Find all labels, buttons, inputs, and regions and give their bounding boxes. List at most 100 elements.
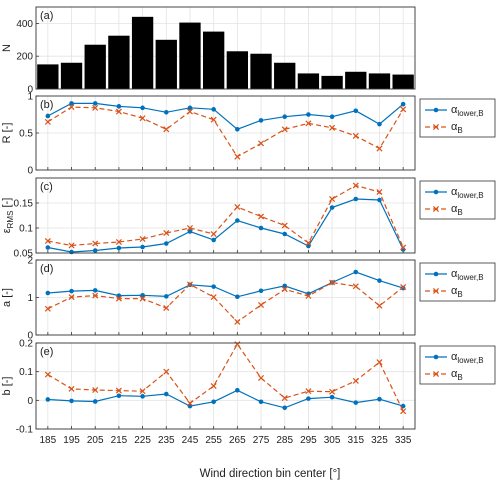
legend-label: αB <box>451 203 463 217</box>
data-point <box>258 374 265 381</box>
data-point <box>44 237 51 245</box>
data-point <box>353 108 359 114</box>
data-point <box>115 295 122 302</box>
legend: αlower,BαB <box>419 180 496 220</box>
data-point <box>186 400 193 407</box>
data-point <box>68 385 75 392</box>
y-tick-label: 2 <box>27 256 33 267</box>
data-point <box>282 405 288 411</box>
bar <box>250 53 272 89</box>
data-point <box>45 245 51 250</box>
data-point <box>92 288 98 293</box>
series-alpha-lower-b <box>45 269 406 300</box>
bar <box>321 75 343 89</box>
data-point <box>400 285 406 291</box>
data-point <box>258 225 264 231</box>
data-point <box>377 396 382 402</box>
series-alpha-b <box>44 104 407 160</box>
plot-frame <box>35 177 416 254</box>
panel-label: (a) <box>40 10 53 22</box>
panel-e: -0.100.10.2b [-]αlower,BαB(e) <box>1 339 496 436</box>
y-axis-label: a [-] <box>1 288 13 307</box>
data-point <box>92 399 98 404</box>
data-point <box>186 281 193 288</box>
data-point <box>282 283 288 289</box>
legend-box <box>419 98 496 138</box>
data-point <box>210 230 217 238</box>
data-point <box>163 126 170 133</box>
panel-label: (c) <box>40 181 53 193</box>
data-point <box>44 305 51 312</box>
data-point <box>306 396 311 401</box>
data-point <box>69 288 74 294</box>
series-line <box>47 106 404 158</box>
x-tick-label: 195 <box>63 435 80 446</box>
y-tick-label: 0.15 <box>14 199 34 210</box>
legend-label-subscript: B <box>457 208 462 217</box>
bar <box>392 74 414 89</box>
legend: αlower,BαB <box>419 98 496 138</box>
legend: αlower,BαB <box>419 262 496 302</box>
data-point <box>211 107 216 112</box>
legend-box <box>419 262 496 302</box>
series-line <box>47 198 404 253</box>
bar <box>226 51 249 89</box>
y-axis-label: N <box>1 44 13 52</box>
x-tick-label: 215 <box>111 435 128 446</box>
y-tick-label: 0 <box>27 166 33 177</box>
data-point <box>282 231 288 237</box>
y-tick-label: 0.5 <box>19 129 33 140</box>
x-tick-label: 245 <box>182 435 199 446</box>
x-tick-label: 205 <box>87 435 104 446</box>
data-point <box>352 132 359 139</box>
series-alpha-lower-b <box>45 101 406 132</box>
data-point <box>187 105 193 111</box>
series-alpha-b <box>44 182 407 251</box>
x-tick-label: 255 <box>205 435 222 446</box>
plot-frame <box>35 6 416 90</box>
data-point <box>329 195 336 203</box>
data-point <box>234 153 241 160</box>
data-point <box>92 104 99 111</box>
data-point <box>281 222 288 229</box>
data-point <box>234 203 241 211</box>
y-tick-label: 0.05 <box>14 249 34 260</box>
data-point <box>92 386 99 394</box>
series-line <box>47 389 404 409</box>
bar <box>155 39 177 89</box>
data-point <box>115 238 122 246</box>
panel-label: (b) <box>40 99 53 111</box>
series-alpha-lower-b <box>45 388 406 411</box>
data-point <box>329 279 336 286</box>
y-axis-label: b [-] <box>1 377 13 396</box>
data-point <box>281 395 288 402</box>
data-point <box>139 235 146 243</box>
x-tick-label: 235 <box>158 435 175 446</box>
y-tick-label: -0.1 <box>16 425 34 436</box>
series-alpha-b <box>44 341 407 415</box>
data-point <box>163 109 169 115</box>
bar <box>37 64 59 89</box>
data-point <box>44 371 51 378</box>
data-point <box>329 394 335 400</box>
x-tick-label: 295 <box>300 435 317 446</box>
y-tick-label: 1 <box>27 92 33 103</box>
data-point <box>305 239 312 247</box>
data-point <box>353 269 359 275</box>
data-point <box>282 114 288 120</box>
bar <box>60 62 83 89</box>
data-point <box>210 116 217 123</box>
y-tick-label: 0 <box>27 85 33 96</box>
data-point <box>305 292 312 300</box>
data-point <box>329 114 335 120</box>
legend-label-subscript: lower,B <box>457 109 483 118</box>
legend-swatch-marker <box>432 287 440 295</box>
panel-a: 0 200 400 N (a) <box>1 6 416 96</box>
data-point <box>376 359 383 366</box>
legend-label-subscript: B <box>457 290 462 299</box>
x-tick-label: 275 <box>253 435 270 446</box>
data-point <box>115 108 122 115</box>
data-point <box>68 294 75 301</box>
